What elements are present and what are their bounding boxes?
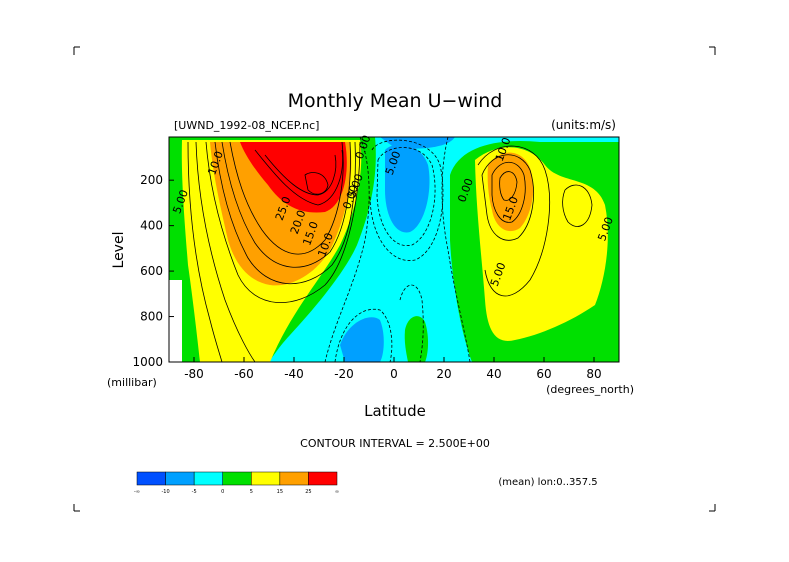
x-axis-label: Latitude bbox=[364, 402, 426, 420]
contour-line bbox=[304, 172, 329, 195]
contour-line bbox=[491, 161, 526, 223]
contour-line bbox=[481, 154, 534, 241]
crop-marks bbox=[73, 46, 716, 512]
contour-line bbox=[264, 154, 337, 196]
contour-line bbox=[376, 147, 436, 246]
contour-line bbox=[324, 137, 370, 362]
contour-line bbox=[254, 149, 344, 206]
contour-line bbox=[229, 141, 344, 255]
contour-line bbox=[334, 308, 393, 362]
contour-interval: CONTOUR INTERVAL = 2.500E+00 bbox=[300, 437, 490, 450]
y-tick-label: 400 bbox=[140, 219, 163, 233]
x-tick-label: 40 bbox=[486, 367, 501, 381]
color-scale-swatch bbox=[193, 471, 223, 486]
color-scale-label: 5 bbox=[250, 489, 253, 495]
color-scale-label: ∞ bbox=[335, 489, 339, 495]
x-axis-units: (degrees_north) bbox=[546, 383, 634, 396]
contour-line bbox=[499, 171, 518, 201]
color-scale-swatch bbox=[279, 471, 309, 486]
y-tick-label: 200 bbox=[140, 173, 163, 187]
chart-title: Monthly Mean U−wind bbox=[288, 90, 503, 112]
color-scale-swatch bbox=[308, 471, 338, 486]
contour-line bbox=[477, 145, 550, 297]
dataset-label: [UWND_1992-08_NCEP.nc] bbox=[174, 119, 319, 132]
x-tick-label: 20 bbox=[436, 367, 451, 381]
x-tick-label: 0 bbox=[390, 367, 398, 381]
contour-line bbox=[195, 141, 256, 362]
y-tick-label: 1000 bbox=[132, 355, 163, 369]
color-scale-label: 15 bbox=[277, 489, 283, 495]
x-tick-label: 60 bbox=[536, 367, 551, 381]
fill-green-band bbox=[404, 316, 429, 362]
x-tick-label: -80 bbox=[184, 367, 204, 381]
color-scale-label: -10 bbox=[161, 489, 169, 495]
contour-line bbox=[205, 141, 361, 304]
contour-lines bbox=[187, 141, 593, 362]
mean-note: (mean) lon:0..357.5 bbox=[498, 477, 597, 488]
contour-line bbox=[562, 184, 593, 227]
fill-blue-band bbox=[380, 137, 455, 149]
y-axis-ticks: 200 400 600 800 1000 bbox=[132, 173, 174, 369]
y-tick-label: 800 bbox=[140, 310, 163, 324]
fill-orange-band bbox=[487, 152, 534, 232]
y-tick-label: 600 bbox=[140, 264, 163, 278]
color-scale-bar: -∞ -10 -5 0 5 15 25 ∞ bbox=[134, 471, 339, 495]
contour-line bbox=[214, 141, 356, 285]
x-tick-label: 80 bbox=[586, 367, 601, 381]
fill-blue-band bbox=[340, 317, 384, 362]
color-scale-label: -∞ bbox=[134, 489, 140, 495]
color-scale-label: 25 bbox=[305, 489, 311, 495]
x-tick-label: -40 bbox=[284, 367, 304, 381]
color-scale-label: -5 bbox=[192, 489, 197, 495]
filled-contours bbox=[169, 137, 619, 362]
negative-contours bbox=[324, 137, 471, 362]
contour-line bbox=[187, 141, 223, 362]
terrain-mask bbox=[169, 280, 182, 362]
y-axis-label: Level bbox=[111, 232, 127, 269]
color-scale-swatch bbox=[136, 471, 166, 486]
contour-line bbox=[441, 137, 471, 362]
x-axis-ticks: -80 -60 -40 -20 0 20 40 60 80 bbox=[184, 357, 602, 381]
color-scale-label: 0 bbox=[221, 489, 224, 495]
x-tick-label: -60 bbox=[234, 367, 254, 381]
color-scale-swatch bbox=[222, 471, 252, 486]
units-label: (units:m/s) bbox=[551, 118, 616, 132]
x-tick-label: -20 bbox=[334, 367, 354, 381]
y-axis-units: (millibar) bbox=[107, 376, 157, 389]
color-scale-swatch bbox=[165, 471, 195, 486]
contour-line bbox=[221, 141, 351, 268]
fill-blue-band bbox=[385, 144, 430, 233]
color-scale-swatch bbox=[251, 471, 281, 486]
fill-red-band bbox=[240, 142, 347, 213]
